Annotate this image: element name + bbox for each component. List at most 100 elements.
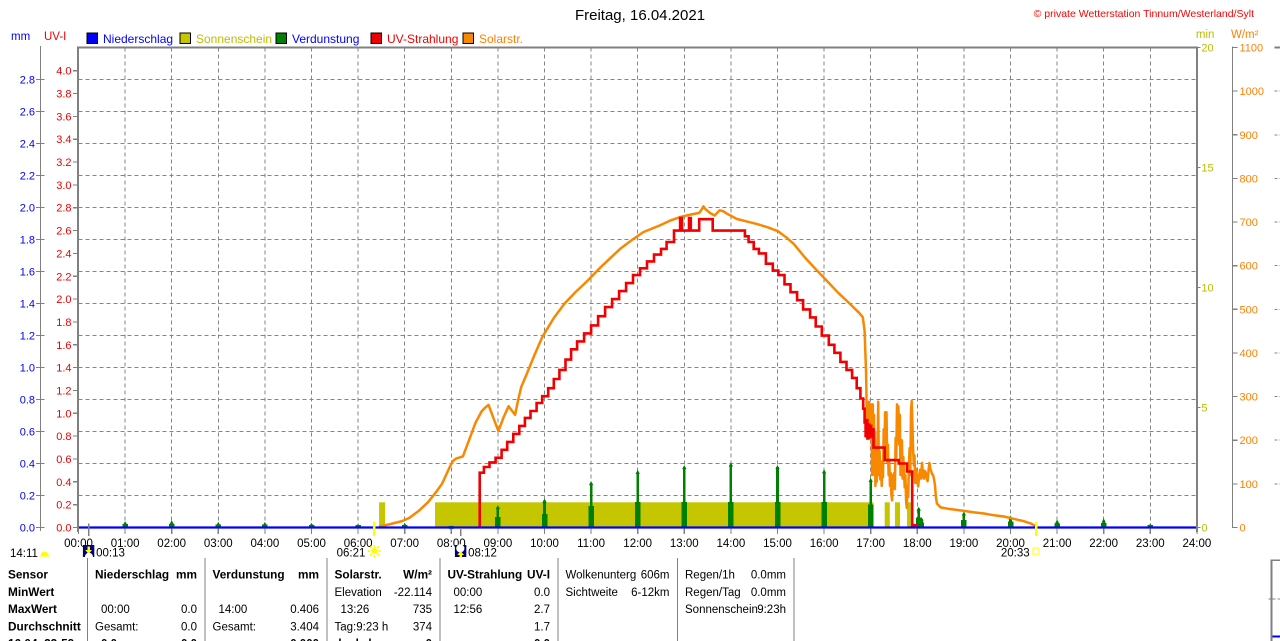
hour-ticklabel: 23:00 [1136,538,1165,550]
uv-axis-title: UV-I [44,31,66,43]
hour-ticklabel: 20:00 [996,538,1025,550]
sunshine-band [907,502,913,527]
min-axis-ticklabel: 5 [1201,403,1207,415]
uv-axis-ticklabel: 1.0 [56,408,71,420]
uv-axis-ticklabel: 3.0 [56,180,71,192]
evaporation-spike-tip [1054,519,1060,524]
legend-swatch-verdunstung [275,32,287,44]
evaporation-spike-tip [916,506,921,511]
hour-ticklabel: 03:00 [204,538,233,550]
sunshine-band [434,502,874,527]
table-cell-label: Sonnenschein [685,604,758,616]
table-cell-label: Elevation [335,587,382,599]
legend-label-uvstrahlung: UV-Strahlung [387,32,458,46]
moon-note-icon [40,551,50,557]
moonrise-moon [456,544,465,553]
moon-note-time: 14:11 [10,548,38,560]
moonset-moon [84,552,93,561]
w-axis-ticklabel: 800 [1240,173,1258,185]
uv-axis-ticklabel: 4.0 [56,66,71,78]
uv-axis-ticklabel: 0.6 [56,454,71,466]
table-cell-value: 0 [426,639,432,641]
table-rowlabel: MaxWert [8,602,57,616]
uv-axis-ticklabel: 1.4 [56,363,71,375]
min-axis-title: min [1196,29,1215,41]
table-cell-value: 0.0 [534,587,550,599]
legend-swatch-sonnenschein [179,32,191,44]
uv-axis-ticklabel: 0.4 [56,477,71,489]
legend-label-solarstr: Solarstr. [479,32,523,46]
uv-axis-ticklabel: 1.6 [56,340,71,352]
evaporation-spike-tip [495,505,501,510]
table-cell-value: 9:23h [757,604,786,616]
hour-ticklabel: 15:00 [763,538,792,550]
table-rowlabel: Sensor [8,568,48,582]
sunset-icon [1032,547,1040,555]
w-axis-ticklabel: 400 [1240,348,1258,360]
mm-axis-ticklabel: 0.8 [20,395,35,407]
mm-axis-ticklabel: 0.4 [20,459,35,471]
moonrise-arrow-head [457,551,465,555]
table-cell-value: 0.0mm [751,570,786,582]
table-colheader: Niederschlag [95,568,169,582]
sunshine-band [894,502,901,527]
mm-axis-ticklabel: 2.8 [20,75,35,87]
hour-ticklabel: 02:00 [157,538,186,550]
legend-swatch-niederschlag [86,32,98,44]
hour-ticklabel: 11:00 [577,538,605,550]
hour-ticklabel: 06:00 [344,538,373,550]
uv-axis-ticklabel: 3.8 [56,89,71,101]
uv-axis-ticklabel: 1.2 [56,385,71,397]
table-colunit: mm [176,568,197,582]
mm-axis-ticklabel: 2.0 [20,203,35,215]
hour-ticklabel: 05:00 [297,538,326,550]
mm-axis-ticklabel: 2.6 [20,107,35,119]
uv-axis-ticklabel: 2.6 [56,226,71,238]
w-axis-ticklabel: 100 [1240,479,1258,491]
moonrise-time-label: 08:12 [468,548,497,560]
table-cell-label: Tag:9:23 h [335,621,389,633]
sunrise-icon-ray [369,546,373,549]
table-cell-value: 2.7 [534,604,550,616]
table-cell-label: 12:56 [454,604,483,616]
uv-axis-ticklabel: 0.2 [56,500,71,512]
table-cell-value: 0.0 [534,639,550,641]
min-axis-ticklabel: 15 [1201,163,1213,175]
hour-ticklabel: 22:00 [1089,538,1118,550]
mm-axis-title: mm [11,31,30,43]
table-rowlabel: MinWert [8,585,54,599]
uv-axis-ticklabel: 2.8 [56,203,71,215]
evaporation-spike-tip [169,520,174,525]
table-cell-label: dunkel [335,639,372,641]
sunrise-icon-ray [369,553,373,556]
mm-axis-ticklabel: 1.4 [20,299,35,311]
table-colunit: mm [298,568,319,582]
w-axis-ticklabel: 1100 [1240,43,1264,55]
hour-ticklabel: 17:00 [856,538,885,550]
hour-ticklabel: 19:00 [950,538,979,550]
table-colheader: Verdunstung [213,568,285,582]
mm-axis-ticklabel: 1.6 [20,267,35,279]
table-cell-label: Regen/1h [685,570,735,582]
uv-axis-ticklabel: 0.0 [56,523,71,535]
table-colheader: UV-Strahlung [448,568,523,582]
legend-label-sonnenschein: Sonnenschein [196,32,272,46]
hour-ticklabel: 16:00 [810,538,839,550]
evaporation-spike-tip [1101,518,1106,523]
w-axis-ticklabel: 500 [1240,304,1258,316]
mm-axis-ticklabel: 0.6 [20,427,35,439]
sunshine-band [884,502,890,527]
table-cell-value: 374 [413,621,433,633]
evaporation-spike-tip [588,481,594,486]
hour-ticklabel: 09:00 [484,538,513,550]
legend-swatch-solarstr [462,32,474,44]
table-cell-value: 3.404 [290,621,319,633]
sunrise-icon-ray [376,546,380,549]
evaporation-spike-tip [728,462,734,467]
hour-ticklabel: 12:00 [623,538,652,550]
table-cell-label: 13:26 [341,604,370,616]
min-axis-ticklabel: 0 [1201,523,1207,535]
table-cell-value: 0.0 [181,604,197,616]
hour-ticklabel: 04:00 [251,538,280,550]
